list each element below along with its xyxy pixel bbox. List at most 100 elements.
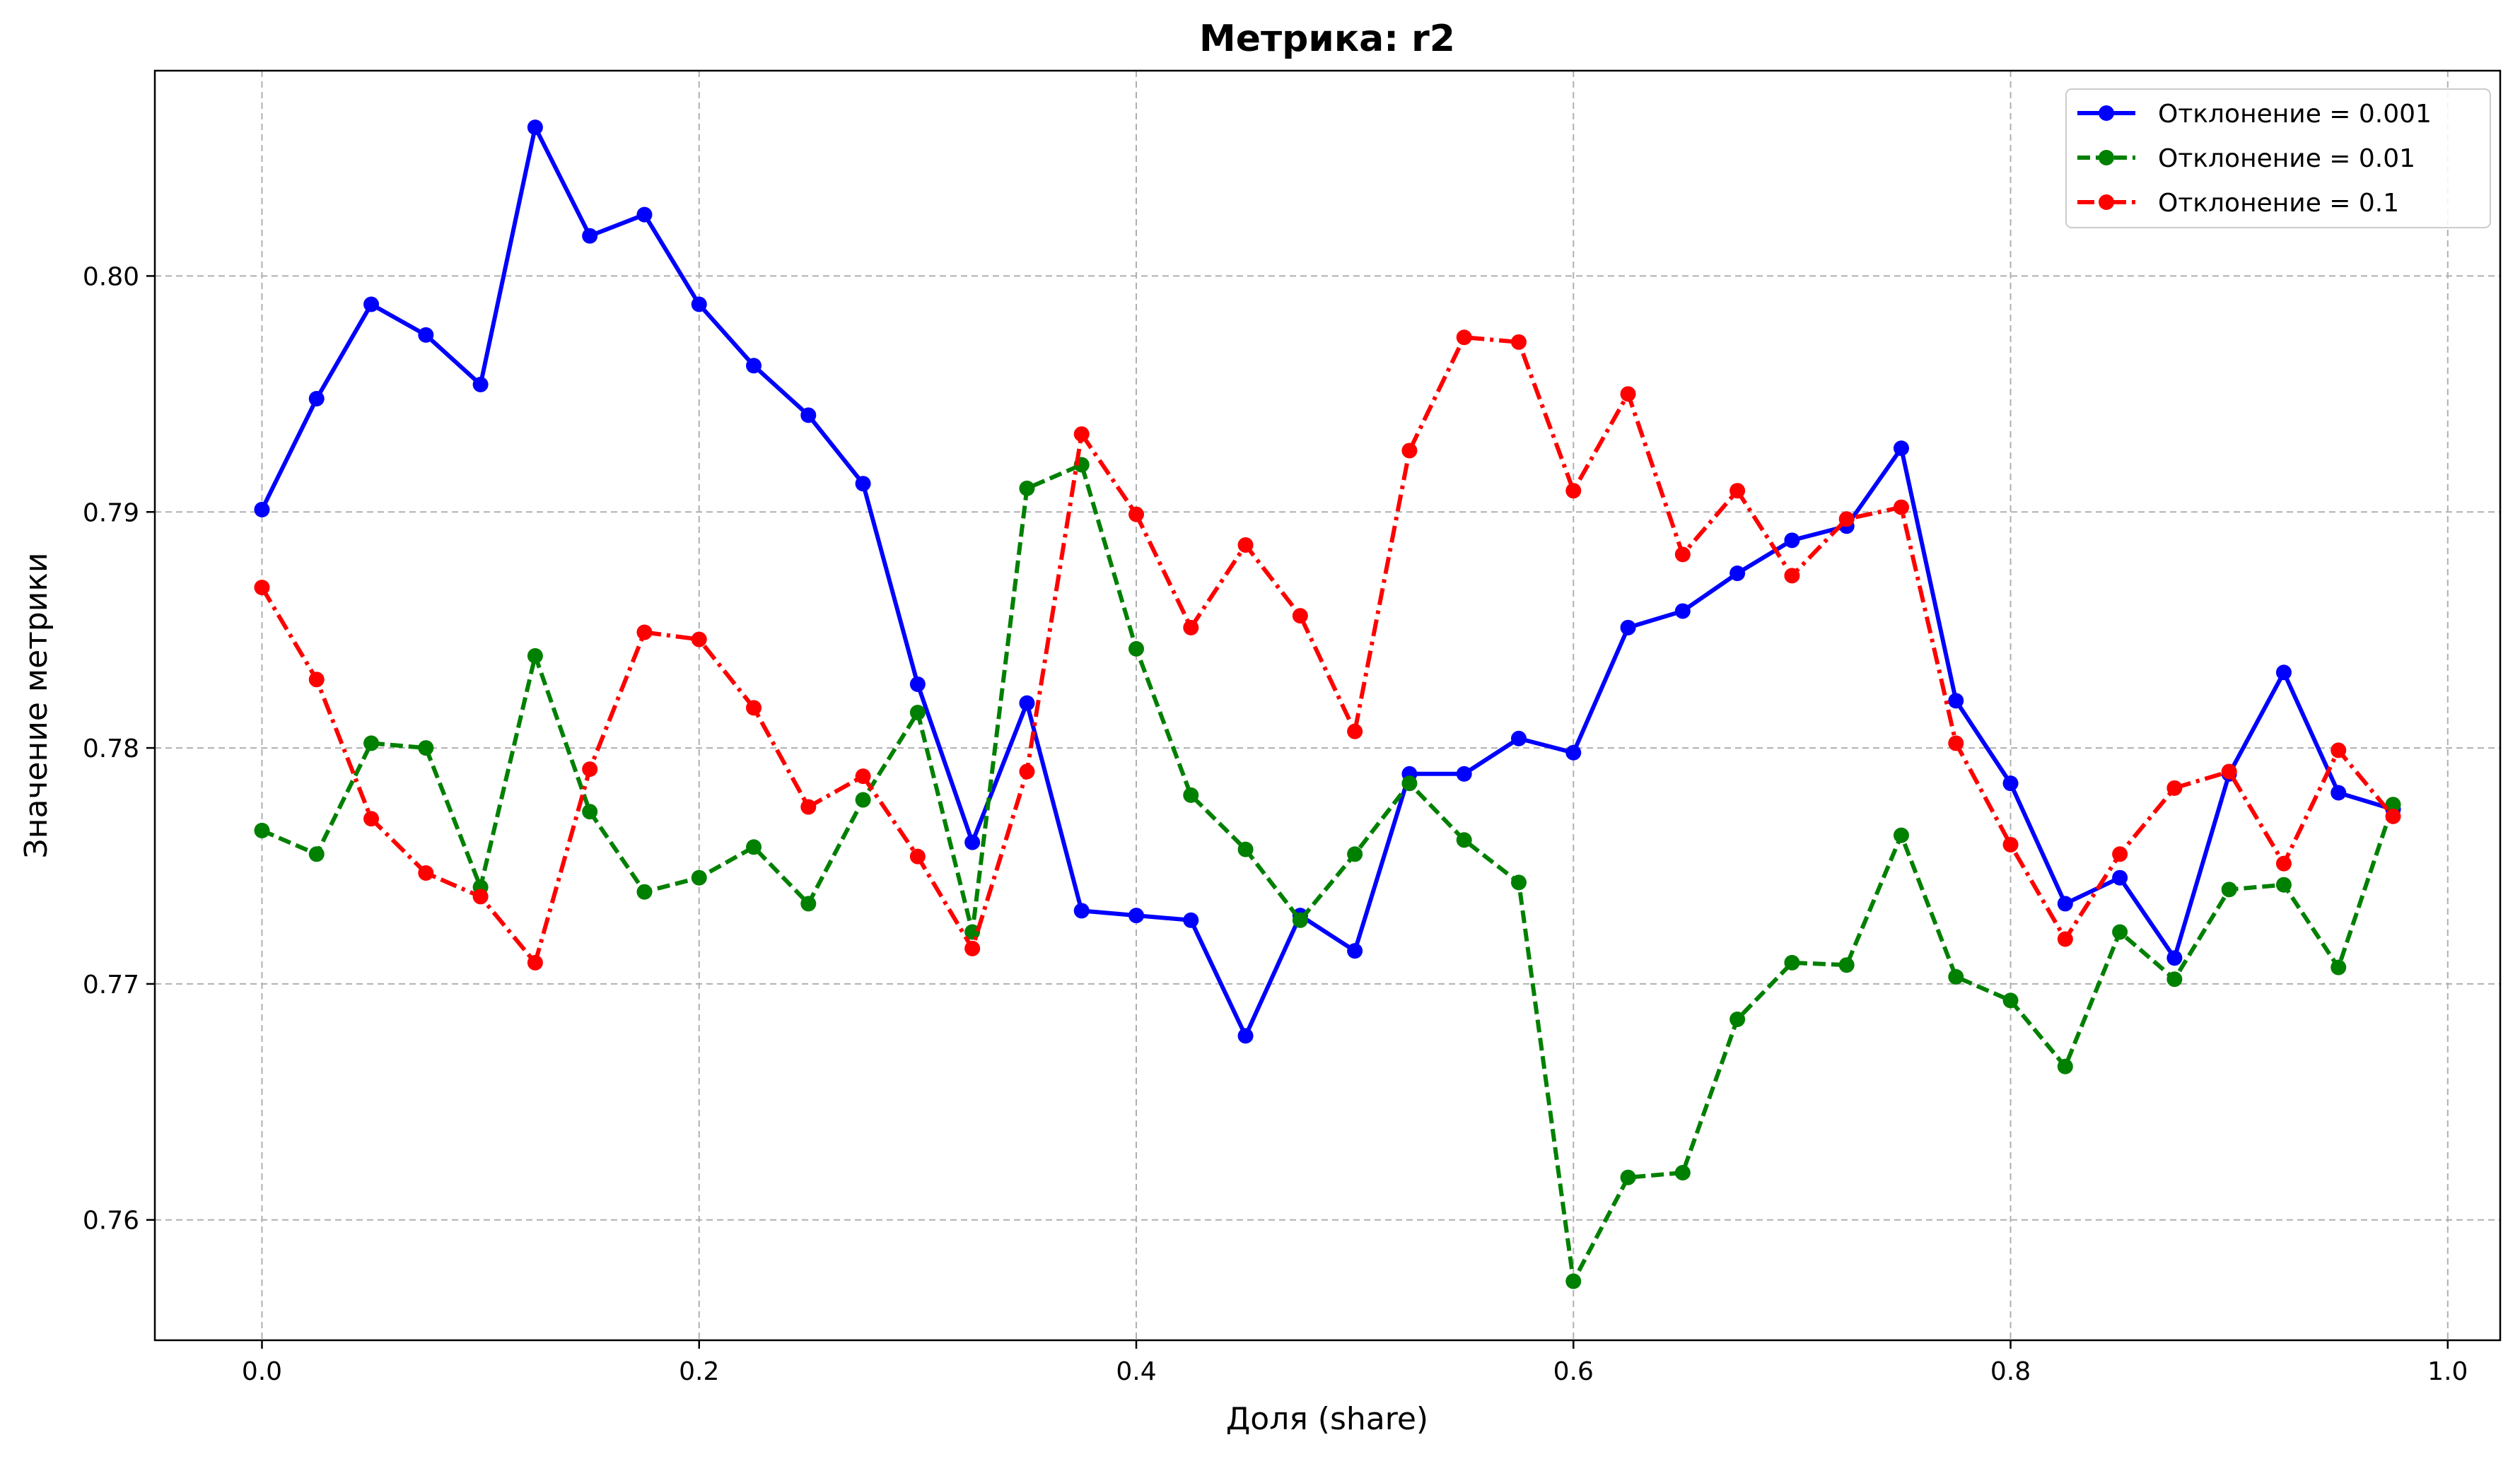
data-point xyxy=(308,846,325,862)
legend-box xyxy=(2065,88,2491,228)
x-tick-label: 0.4 xyxy=(1116,1357,1156,1386)
data-point xyxy=(1565,483,1582,499)
data-point xyxy=(1729,1011,1746,1027)
data-point xyxy=(1893,499,1909,515)
data-point xyxy=(2112,846,2128,862)
x-tick-label: 1.0 xyxy=(2427,1357,2468,1386)
x-tick-label: 0.8 xyxy=(1990,1357,2031,1386)
data-point xyxy=(1729,483,1746,499)
data-point xyxy=(800,407,817,423)
data-point xyxy=(746,358,762,374)
data-point xyxy=(1893,827,1909,843)
data-point xyxy=(472,889,489,905)
data-point xyxy=(2385,797,2401,813)
data-point xyxy=(1019,695,1035,711)
legend-label: Отклонение = 0.1 xyxy=(2158,189,2399,218)
data-point xyxy=(800,896,817,912)
data-point xyxy=(2221,881,2237,898)
data-point xyxy=(582,228,598,244)
grid-lines xyxy=(155,71,2500,1340)
data-point xyxy=(691,869,707,886)
data-point xyxy=(964,940,981,956)
data-point xyxy=(254,501,270,517)
data-point xyxy=(691,296,707,312)
data-point xyxy=(1948,735,1964,751)
x-tick-label: 0.6 xyxy=(1553,1357,1594,1386)
data-point xyxy=(1456,329,1472,346)
data-point xyxy=(582,761,598,778)
data-point xyxy=(2166,971,2183,988)
data-point xyxy=(1347,846,1363,862)
legend-marker xyxy=(2099,105,2114,121)
data-point xyxy=(1838,511,1855,527)
data-point xyxy=(527,648,543,664)
data-point xyxy=(1073,903,1090,919)
data-point xyxy=(2275,877,2292,893)
data-point xyxy=(1565,1273,1582,1289)
data-point xyxy=(855,768,871,785)
data-point xyxy=(2166,780,2183,796)
data-point xyxy=(909,676,926,692)
data-point xyxy=(1620,619,1636,635)
data-point xyxy=(1620,386,1636,402)
data-point xyxy=(2002,775,2019,792)
data-point xyxy=(2112,924,2128,940)
data-point xyxy=(1019,763,1035,780)
data-point xyxy=(1510,730,1527,746)
data-point xyxy=(2275,855,2292,872)
data-point xyxy=(1510,874,1527,891)
data-point xyxy=(800,799,817,815)
data-point xyxy=(1456,766,1472,782)
data-point xyxy=(691,631,707,648)
data-point xyxy=(308,672,325,688)
plot-area-frame xyxy=(153,69,2502,1342)
legend-item: Отклонение = 0.001 xyxy=(2077,100,2432,129)
data-point xyxy=(636,884,653,900)
data-point xyxy=(2221,763,2237,780)
legend: Отклонение = 0.001 Отклонение = 0.01 Откло… xyxy=(2065,88,2491,228)
data-point xyxy=(2002,992,2019,1009)
data-point xyxy=(254,822,270,838)
data-point xyxy=(909,848,926,865)
data-point xyxy=(909,705,926,721)
data-point xyxy=(1073,426,1090,443)
data-point xyxy=(418,865,434,881)
data-point xyxy=(2331,785,2347,801)
series-line xyxy=(261,462,2396,1284)
series-3 xyxy=(254,329,2401,971)
data-point xyxy=(636,624,653,640)
data-point xyxy=(1784,568,1800,584)
data-point xyxy=(1237,841,1254,857)
data-point xyxy=(1510,334,1527,350)
data-point xyxy=(1237,537,1254,553)
data-point xyxy=(1347,723,1363,739)
series-line xyxy=(259,125,2394,1038)
series-1 xyxy=(254,119,2401,1044)
data-point xyxy=(855,476,871,492)
data-point xyxy=(1674,1164,1691,1180)
data-point xyxy=(855,792,871,808)
data-point xyxy=(254,580,270,596)
data-point xyxy=(1620,1169,1636,1185)
data-point xyxy=(2057,931,2073,947)
data-point xyxy=(363,735,380,751)
x-axis-label: Доля (share) xyxy=(1226,1401,1428,1437)
data-point xyxy=(1456,832,1472,848)
x-tick-label: 0.2 xyxy=(679,1357,719,1386)
legend-marker xyxy=(2099,194,2114,210)
data-point xyxy=(1674,546,1691,563)
data-point xyxy=(363,811,380,827)
data-point xyxy=(2057,896,2073,912)
data-point xyxy=(1183,787,1199,803)
data-point xyxy=(1729,566,1746,582)
data-point xyxy=(746,700,762,716)
data-point xyxy=(1565,744,1582,761)
data-point xyxy=(2275,664,2292,681)
y-tick-label: 0.77 xyxy=(83,971,139,1000)
data-point xyxy=(418,327,434,343)
data-point xyxy=(1784,954,1800,971)
x-tick-label: 0.0 xyxy=(242,1357,282,1386)
y-axis-label: Значение метрики xyxy=(18,552,54,858)
y-tick-label: 0.76 xyxy=(83,1207,139,1236)
